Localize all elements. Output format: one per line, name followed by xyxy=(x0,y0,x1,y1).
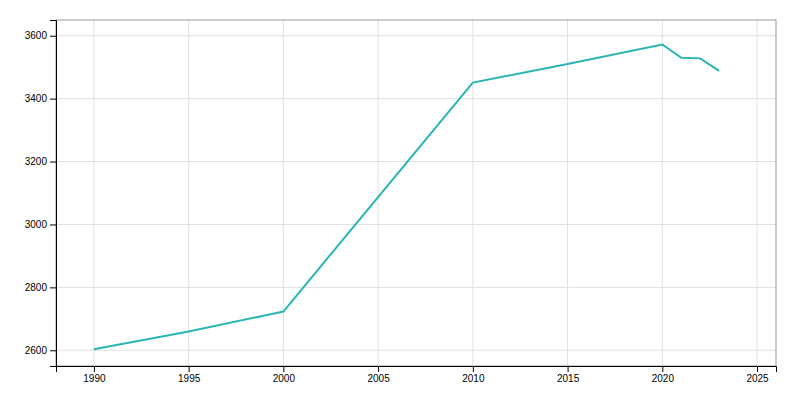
x-tick-label: 2025 xyxy=(746,373,769,384)
y-tick-label: 3400 xyxy=(25,93,48,104)
grid-line-x xyxy=(567,20,568,366)
y-axis: 2600 2800 3000 3200 3400 3600 xyxy=(25,21,57,367)
y-tick-mark xyxy=(50,224,56,225)
y-tick: 3400 xyxy=(25,93,56,104)
y-tick: 3200 xyxy=(25,156,56,167)
grid-line-x xyxy=(757,20,758,366)
chart-container: 1990 1995 2000 2005 2010 2015 2020 2025 2600 2800… xyxy=(0,0,800,400)
grid-line-y xyxy=(56,224,776,225)
y-tick: 3600 xyxy=(25,30,56,41)
grid-line-x xyxy=(378,20,379,366)
x-axis: 1990 1995 2000 2005 2010 2015 2020 2025 xyxy=(57,366,777,384)
x-tick-mark xyxy=(662,366,663,372)
y-tick: 3000 xyxy=(25,219,56,230)
x-tick: 2015 xyxy=(557,366,580,384)
x-tick-mark xyxy=(283,366,284,372)
grid xyxy=(56,20,776,366)
grid-line-y xyxy=(56,161,776,162)
y-tick-mark xyxy=(50,36,56,37)
y-tick-label: 3200 xyxy=(25,156,48,167)
grid-line-x xyxy=(283,20,284,366)
x-tick-label: 2000 xyxy=(273,373,296,384)
x-tick-mark xyxy=(473,366,474,372)
y-tick-label: 2800 xyxy=(25,282,48,293)
grid-line-y xyxy=(56,350,776,351)
grid-line-y xyxy=(56,98,776,99)
x-tick: 2000 xyxy=(273,366,296,384)
y-tick-label: 3000 xyxy=(25,219,48,230)
y-axis-line xyxy=(50,21,57,367)
y-tick-mark xyxy=(50,350,56,351)
x-tick: 1990 xyxy=(83,366,106,384)
x-tick: 2020 xyxy=(652,366,675,384)
y-tick-mark xyxy=(50,99,56,100)
x-tick-mark xyxy=(378,366,379,372)
y-tick-label: 2600 xyxy=(25,345,48,356)
y-tick-mark xyxy=(50,287,56,288)
x-tick-mark xyxy=(568,366,569,372)
x-axis-line xyxy=(57,367,777,373)
x-tick-label: 2015 xyxy=(557,373,580,384)
plot-area xyxy=(94,45,719,350)
chart-svg: 1990 1995 2000 2005 2010 2015 2020 2025 2600 2800… xyxy=(0,0,800,400)
grid-line-x xyxy=(188,20,189,366)
x-tick: 1995 xyxy=(178,366,201,384)
y-tick-label: 3600 xyxy=(25,30,48,41)
grid-line-x xyxy=(472,20,473,366)
grid-line-y xyxy=(56,35,776,36)
y-tick: 2600 xyxy=(25,345,56,356)
x-tick-label: 2005 xyxy=(367,373,390,384)
y-tick-mark xyxy=(50,162,56,163)
data-line xyxy=(94,45,719,350)
x-tick-label: 2020 xyxy=(652,373,675,384)
plot-frame xyxy=(56,20,776,366)
x-tick-mark xyxy=(189,366,190,372)
x-tick: 2025 xyxy=(746,366,769,384)
x-tick-label: 1990 xyxy=(83,373,106,384)
x-tick: 2010 xyxy=(462,366,485,384)
x-tick-label: 2010 xyxy=(462,373,485,384)
x-tick: 2005 xyxy=(367,366,390,384)
grid-line-x xyxy=(93,20,94,366)
grid-line-x xyxy=(662,20,663,366)
x-tick-label: 1995 xyxy=(178,373,201,384)
y-tick: 2800 xyxy=(25,282,56,293)
x-tick-mark xyxy=(94,366,95,372)
x-tick-mark xyxy=(757,366,758,372)
grid-line-y xyxy=(56,287,776,288)
